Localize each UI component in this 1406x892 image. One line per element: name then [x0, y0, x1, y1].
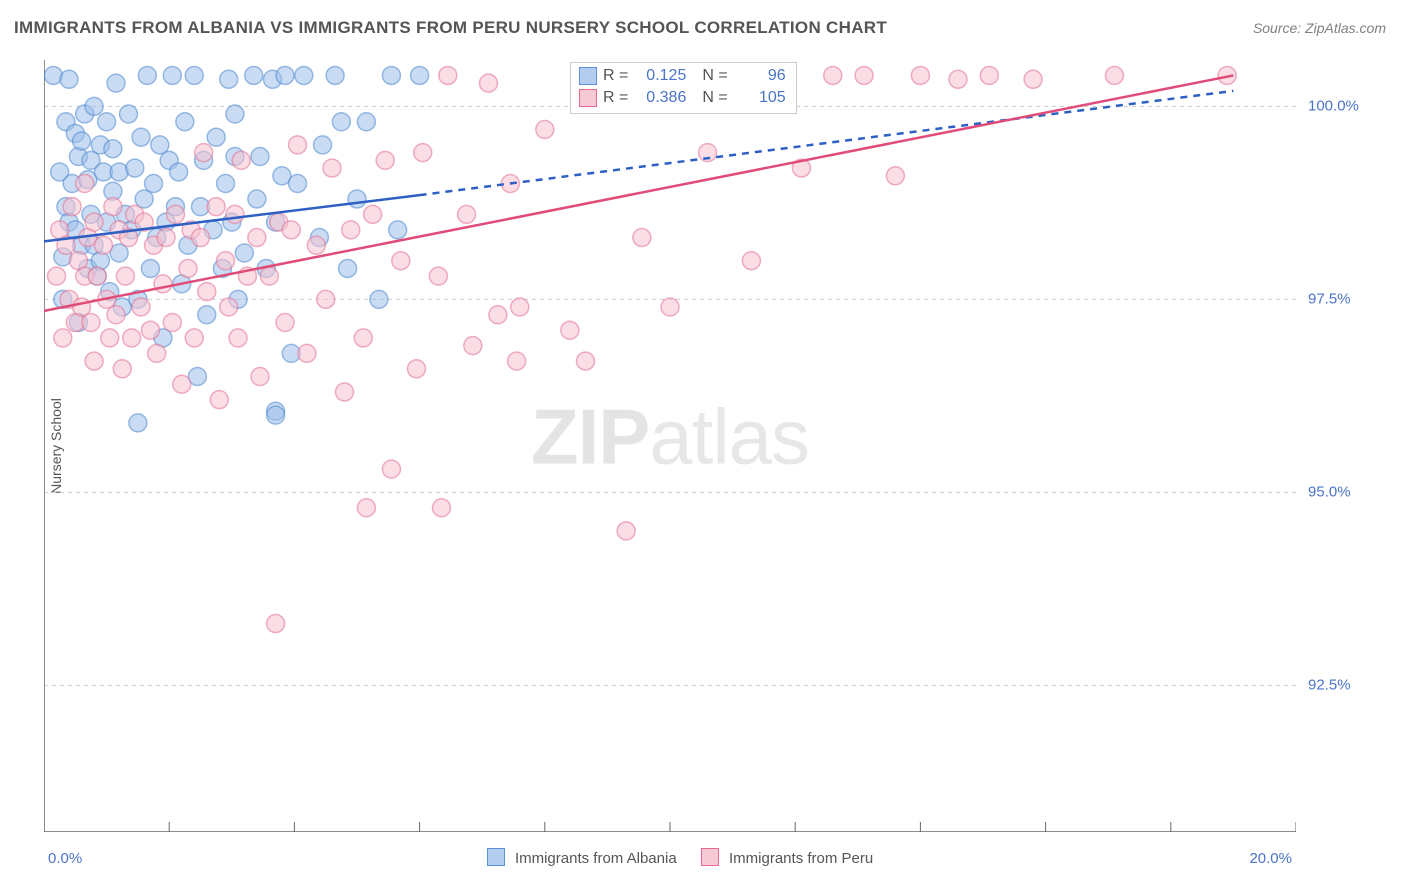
legend-n-value: 96 [734, 67, 786, 85]
x-axis-labels: 0.0% Immigrants from Albania Immigrants … [44, 844, 1296, 884]
legend-swatch-icon [701, 848, 719, 866]
y-tick-label: 100.0% [1308, 98, 1359, 115]
legend-series-label: Immigrants from Peru [729, 850, 873, 867]
y-tick-label: 92.5% [1308, 677, 1351, 694]
legend-swatch-icon [579, 89, 597, 107]
legend-swatch-icon [487, 848, 505, 866]
series-legend: Immigrants from Albania Immigrants from … [44, 848, 1296, 867]
correlation-legend: R = 0.125 N = 96 R = 0.386 N = 105 [570, 62, 797, 114]
legend-n-label: N = [702, 67, 727, 85]
legend-n-value: 105 [734, 89, 786, 107]
x-max-label: 20.0% [1249, 850, 1292, 867]
legend-series-label: Immigrants from Albania [515, 850, 677, 867]
chart-source: Source: ZipAtlas.com [1253, 20, 1386, 36]
legend-r-label: R = [603, 67, 628, 85]
y-tick-label: 97.5% [1308, 291, 1351, 308]
legend-swatch-icon [579, 67, 597, 85]
legend-r-value: 0.125 [634, 67, 686, 85]
y-tick-label: 95.0% [1308, 484, 1351, 501]
plot-svg [44, 60, 1296, 832]
legend-row-peru: R = 0.386 N = 105 [579, 87, 786, 109]
legend-n-label: N = [702, 89, 727, 107]
legend-r-label: R = [603, 89, 628, 107]
legend-r-value: 0.386 [634, 89, 686, 107]
plot-area: ZIPatlas [44, 60, 1296, 832]
y-tick-labels: 92.5% 95.0% 97.5% 100.0% [1300, 60, 1390, 832]
legend-row-albania: R = 0.125 N = 96 [579, 65, 786, 87]
chart-title: IMMIGRANTS FROM ALBANIA VS IMMIGRANTS FR… [14, 18, 887, 38]
